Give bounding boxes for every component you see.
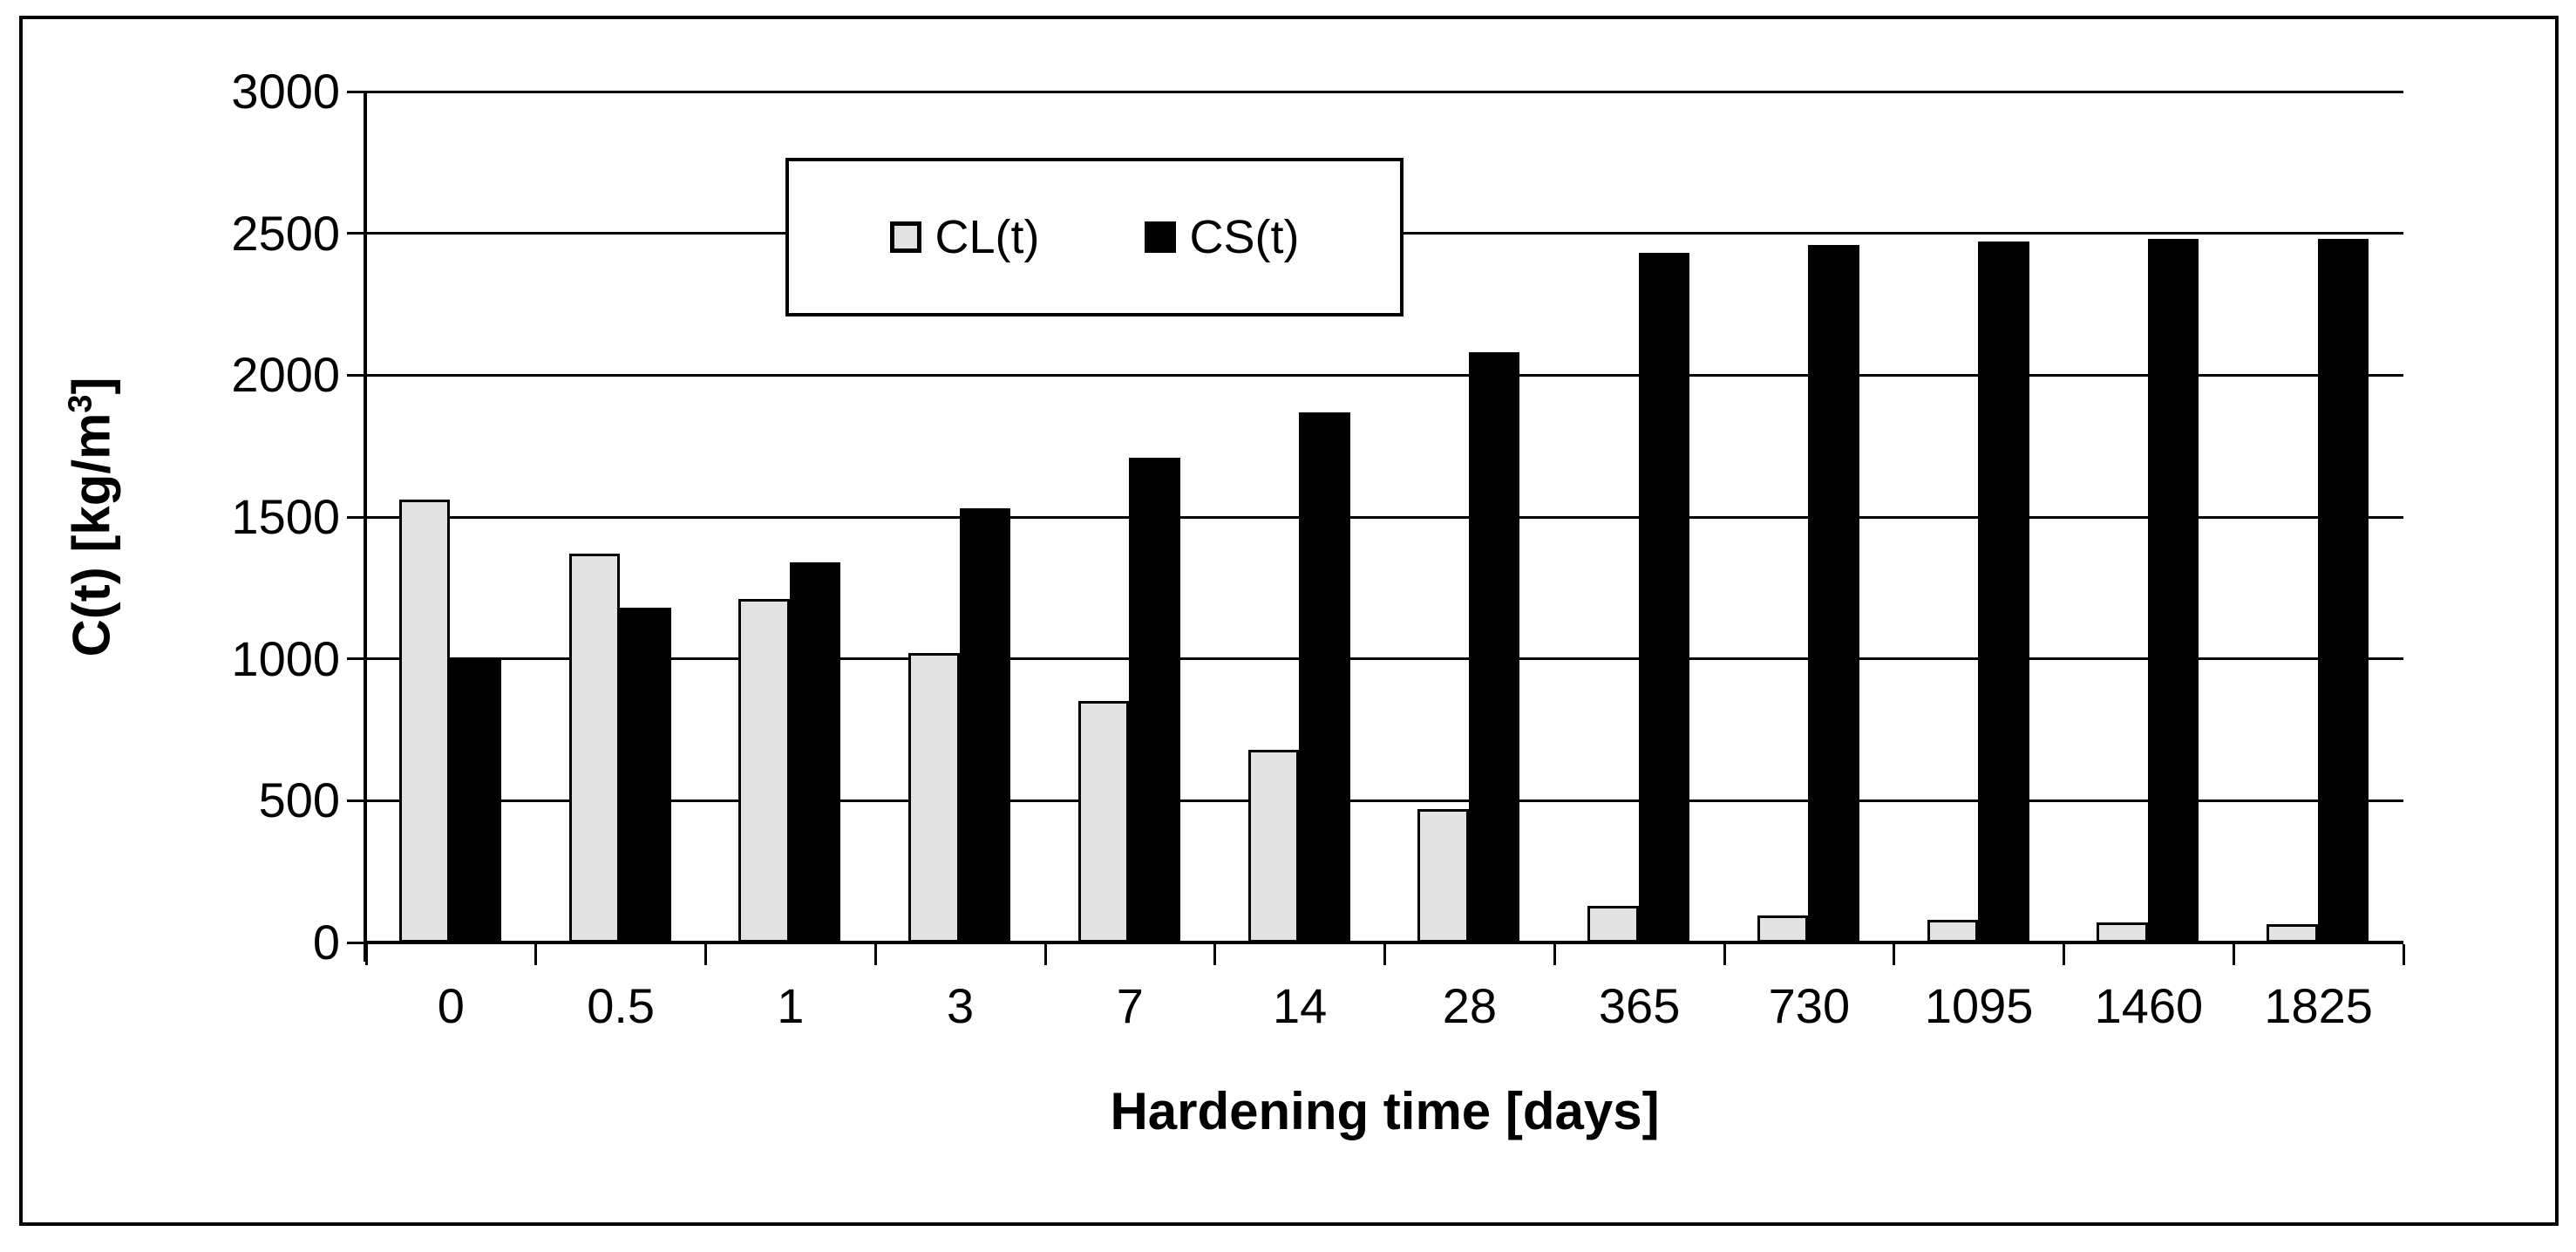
x-tick-label-1: 1 — [777, 978, 805, 1033]
x-tick-label-28: 28 — [1442, 978, 1498, 1033]
bar-cl-14 — [1247, 749, 1300, 942]
y-axis-title-close: ] — [62, 377, 121, 395]
legend-label-cl: CL(t) — [935, 211, 1040, 263]
x-tick-label-1825: 1825 — [2264, 978, 2373, 1033]
y-axis-tick-3000 — [347, 90, 366, 93]
x-tick-label-1095: 1095 — [1924, 978, 2034, 1033]
gridline-1000 — [366, 657, 2403, 661]
y-axis-line — [364, 92, 367, 962]
x-axis-tick-1 — [534, 944, 538, 965]
x-axis-tick-7 — [1553, 944, 1556, 965]
x-axis-tick-5 — [1213, 944, 1217, 965]
bar-cs-7 — [1129, 457, 1180, 942]
x-axis-tick-10 — [2063, 944, 2065, 965]
x-axis-title: Hardening time [days] — [1110, 1082, 1660, 1140]
x-axis-tick-12 — [2402, 944, 2405, 965]
bar-cs-1825 — [2317, 239, 2369, 942]
x-tick-label-0.5: 0.5 — [587, 978, 656, 1033]
legend-swatch-cs-icon — [1144, 221, 1176, 253]
bar-cl-0.5 — [568, 554, 621, 942]
x-axis-tick-3 — [873, 944, 877, 965]
y-tick-label-0: 0 — [312, 915, 340, 970]
x-axis-tick-6 — [1383, 944, 1386, 965]
bar-cl-28 — [1417, 809, 1469, 942]
bar-cs-28 — [1468, 352, 1520, 942]
x-tick-label-365: 365 — [1598, 978, 1681, 1033]
gridline-2000 — [366, 373, 2403, 377]
x-tick-label-1460: 1460 — [2094, 978, 2204, 1033]
y-axis-tick-2500 — [347, 232, 366, 235]
y-tick-label-1000: 1000 — [231, 630, 340, 686]
gridline-3000 — [366, 90, 2403, 93]
bar-cl-1460 — [2097, 922, 2148, 942]
x-axis-tick-4 — [1043, 944, 1047, 965]
y-tick-label-2000: 2000 — [231, 347, 340, 403]
bar-cs-0.5 — [620, 608, 671, 942]
legend-swatch-cl-icon — [889, 221, 921, 253]
y-tick-label-1500: 1500 — [231, 489, 340, 544]
bar-cl-7 — [1077, 701, 1130, 942]
legend-entry-cs: CS(t) — [1144, 210, 1300, 264]
bar-cl-1 — [738, 599, 790, 942]
bar-cl-3 — [908, 653, 960, 942]
x-tick-label-14: 14 — [1272, 978, 1328, 1033]
y-axis-tick-1500 — [347, 515, 366, 519]
legend-label-cs: CS(t) — [1189, 211, 1300, 263]
bar-cl-0 — [398, 500, 451, 942]
bar-cl-1095 — [1927, 919, 1979, 942]
y-axis-tick-1000 — [347, 657, 366, 661]
gridline-1500 — [366, 515, 2403, 519]
x-axis-tick-9 — [1893, 944, 1896, 965]
bar-cs-1 — [789, 562, 841, 942]
bar-cs-14 — [1299, 412, 1350, 942]
bar-cs-1460 — [2147, 239, 2199, 942]
bar-cs-730 — [1808, 244, 1859, 942]
x-tick-label-3: 3 — [947, 978, 975, 1033]
y-axis-tick-500 — [347, 799, 366, 802]
bar-cs-3 — [959, 508, 1011, 942]
y-axis-title-superscript: 3 — [62, 394, 99, 413]
x-tick-label-7: 7 — [1116, 978, 1144, 1033]
x-tick-label-730: 730 — [1768, 978, 1851, 1033]
x-axis-tick-11 — [2232, 944, 2235, 965]
bar-cl-730 — [1757, 915, 1809, 942]
y-axis-tick-2000 — [347, 373, 366, 377]
bar-cs-1095 — [1978, 242, 2029, 942]
y-tick-label-3000: 3000 — [231, 64, 340, 119]
y-axis-title-main: C(t) [kg/m — [62, 412, 121, 657]
y-axis-tick-0 — [347, 941, 366, 944]
x-tick-label-0: 0 — [437, 978, 465, 1033]
legend: CL(t) CS(t) — [785, 158, 1404, 316]
bar-cs-0 — [450, 658, 501, 942]
bar-cs-365 — [1638, 253, 1690, 942]
bar-cl-365 — [1587, 905, 1639, 942]
gridline-500 — [366, 799, 2403, 802]
x-axis-tick-8 — [1723, 944, 1726, 965]
bar-cl-1825 — [2267, 923, 2318, 942]
x-axis-tick-2 — [704, 944, 707, 965]
y-axis-title: C(t) [kg/m3] — [62, 377, 122, 657]
x-axis-line — [364, 941, 2403, 944]
y-tick-label-500: 500 — [258, 772, 340, 828]
y-tick-label-2500: 2500 — [231, 205, 340, 261]
legend-entry-cl: CL(t) — [889, 210, 1040, 264]
